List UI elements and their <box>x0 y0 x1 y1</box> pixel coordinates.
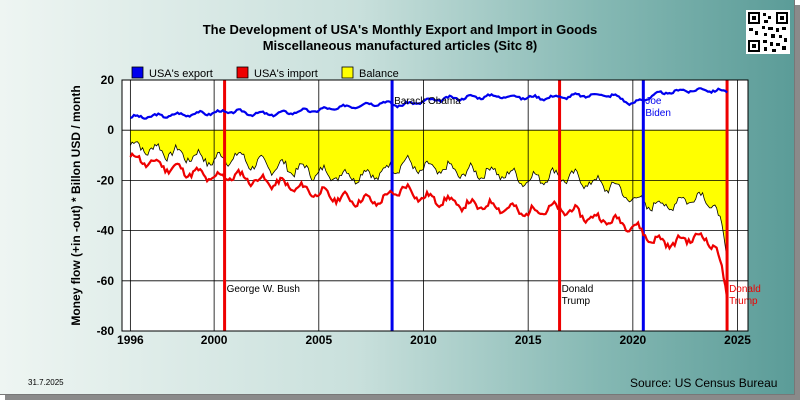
event-label: Trump <box>562 296 591 307</box>
legend-label: USA's import <box>254 68 318 80</box>
series-line <box>129 151 729 299</box>
y-tick-label: -80 <box>97 324 115 338</box>
event-label: Trump <box>729 296 758 307</box>
x-tick-label: 2015 <box>515 333 542 347</box>
legend-swatch <box>236 66 249 79</box>
balance-line <box>130 141 728 261</box>
y-tick-label: -20 <box>97 173 115 187</box>
series-layer <box>130 130 728 261</box>
x-tick-label: 2000 <box>201 333 228 347</box>
event-label: Donald <box>562 284 594 295</box>
legend-swatch <box>341 66 354 79</box>
y-tick-label: -60 <box>97 274 115 288</box>
line-layer <box>129 87 729 299</box>
event-label: Biden <box>645 108 671 119</box>
series-line <box>129 87 728 120</box>
event-label: Barack Obama <box>394 96 461 107</box>
x-tick-label: 1996 <box>117 333 144 347</box>
y-tick-label: 20 <box>101 73 115 87</box>
balance-area <box>130 130 728 261</box>
event-label: George W. Bush <box>227 284 300 295</box>
chart-title-line-2: Miscellaneous manufactured articles (Sit… <box>262 38 538 53</box>
chart-title-line-1: The Development of USA's Monthly Export … <box>202 22 598 37</box>
legend-swatch <box>131 66 144 79</box>
y-axis-label: Money flow (+in -out) * Billon USD / mon… <box>69 85 83 325</box>
event-label: Donald <box>729 284 761 295</box>
x-tick-label: 2025 <box>724 333 751 347</box>
y-tick-label: -40 <box>97 224 115 238</box>
x-tick-label: 2020 <box>619 333 646 347</box>
plot-border <box>121 79 749 332</box>
legend-label: USA's export <box>149 68 213 80</box>
event-label: Joe <box>645 96 662 107</box>
qr-code-icon <box>746 10 790 54</box>
y-tick-label: 0 <box>107 123 114 137</box>
x-tick-label: 2010 <box>410 333 437 347</box>
x-tick-label: 2005 <box>305 333 332 347</box>
legend-label: Balance <box>359 68 399 80</box>
date-stamp: 31.7.2025 <box>28 378 64 387</box>
source-credit: Source: US Census Bureau <box>630 376 778 390</box>
